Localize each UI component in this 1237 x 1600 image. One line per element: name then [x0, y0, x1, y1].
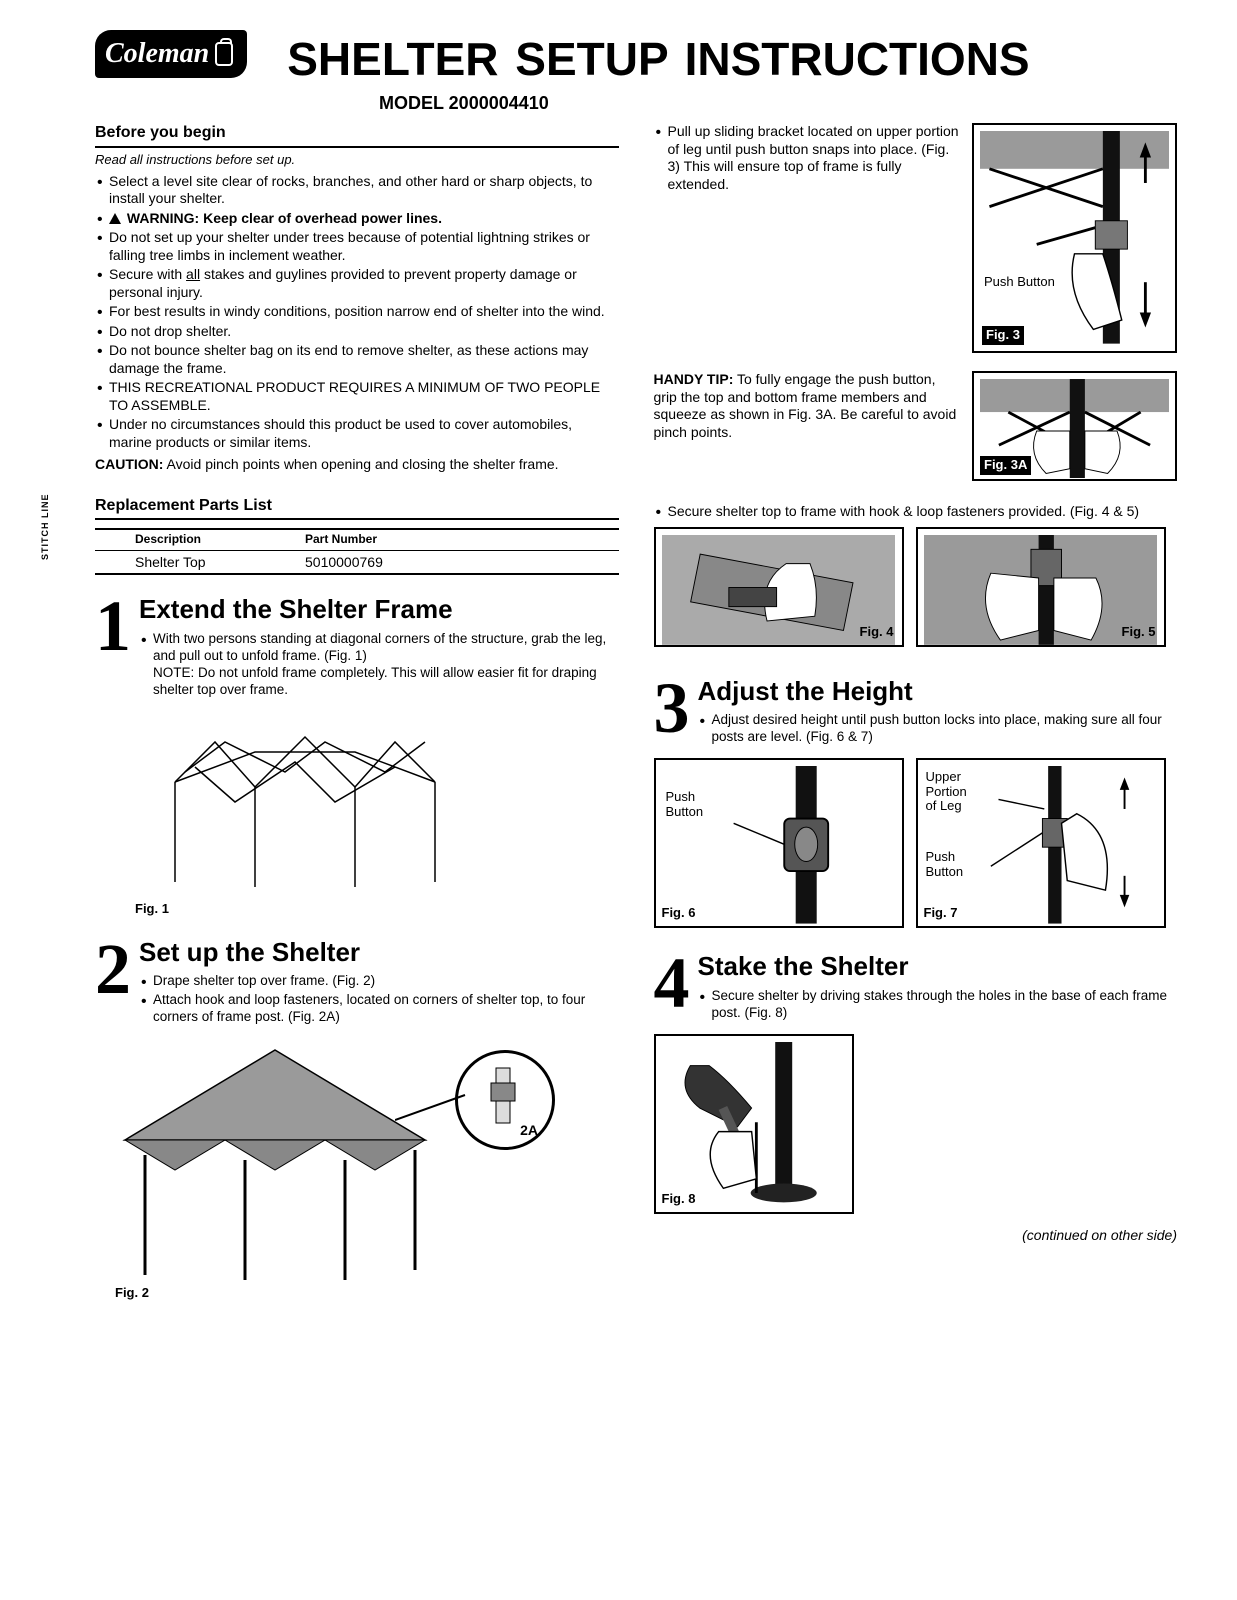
step-number: 2 — [95, 942, 131, 996]
figure-8: Fig. 8 — [654, 1034, 854, 1214]
fig7-upper-label: Upper Portion of Leg — [926, 770, 967, 813]
fig3-label: Fig. 3 — [982, 326, 1024, 345]
lantern-icon — [215, 42, 233, 66]
caution-text: Avoid pinch points when opening and clos… — [163, 456, 558, 472]
table-cell: 5010000769 — [305, 553, 383, 571]
before-bullet: Secure with all stakes and guylines prov… — [109, 266, 619, 301]
fig3-bullet: Pull up sliding bracket located on upper… — [668, 123, 961, 193]
figure-3: Push Button Fig. 3 — [972, 123, 1177, 353]
step-number: 4 — [654, 956, 690, 1010]
caution-label: CAUTION: — [95, 456, 163, 472]
before-bullet: For best results in windy conditions, po… — [109, 303, 619, 321]
step-bullet: Drape shelter top over frame. (Fig. 2) — [153, 973, 619, 990]
secure-bullet: Secure shelter top to frame with hook & … — [668, 503, 1178, 521]
before-heading: Before you begin — [95, 123, 619, 148]
fig3a-label: Fig. 3A — [980, 456, 1031, 475]
step-title: Adjust the Height — [698, 675, 1178, 709]
fig6-push-button-label: Push Button — [666, 790, 704, 819]
parts-table: Description Part Number Shelter Top 5010… — [95, 528, 619, 575]
before-bullet: Under no circumstances should this produ… — [109, 416, 619, 451]
table-col-partnumber: Part Number — [305, 532, 377, 548]
fig8-label: Fig. 8 — [662, 1191, 696, 1208]
right-column: Pull up sliding bracket located on upper… — [654, 123, 1178, 1300]
step-2: 2 Set up the Shelter Drape shelter top o… — [95, 936, 619, 1028]
table-col-description: Description — [135, 532, 305, 548]
step-4: 4 Stake the Shelter Secure shelter by dr… — [654, 950, 1178, 1024]
push-button-label: Push Button — [984, 275, 1055, 289]
header: Coleman SHELTER SETUP INSTRUCTIONS — [95, 30, 1177, 90]
step-3: 3 Adjust the Height Adjust desired heigh… — [654, 675, 1178, 749]
model-number: MODEL 2000004410 — [379, 92, 1177, 115]
table-cell: Shelter Top — [135, 553, 305, 571]
handy-tip-label: HANDY TIP: — [654, 371, 734, 387]
step-title: Extend the Shelter Frame — [139, 593, 619, 627]
page-title: SHELTER SETUP INSTRUCTIONS — [287, 30, 1177, 90]
warning-icon — [109, 213, 121, 224]
step-number: 1 — [95, 599, 131, 653]
stitch-line-label: STITCH LINE — [40, 494, 52, 561]
fig1-caption: Fig. 1 — [135, 901, 619, 918]
figure-2-container: 2A Fig. 2 — [95, 1040, 555, 1300]
warning-line: WARNING: Keep clear of overhead power li… — [109, 210, 619, 228]
fig6-label: Fig. 6 — [662, 905, 696, 922]
fig7-push-button-label: Push Button — [926, 850, 964, 879]
figure-6: Push Button Fig. 6 — [654, 758, 904, 928]
left-column: Before you begin Read all instructions b… — [95, 123, 619, 1300]
brand-logo: Coleman — [95, 30, 247, 78]
step-bullet: Attach hook and loop fasteners, located … — [153, 992, 619, 1026]
step-bullet: Adjust desired height until push button … — [712, 712, 1178, 746]
step-bullet: With two persons standing at diagonal co… — [153, 631, 619, 699]
warning-text: WARNING: Keep clear of overhead power li… — [127, 210, 442, 226]
fig4-label: Fig. 4 — [860, 624, 894, 641]
handy-tip: HANDY TIP: To fully engage the push butt… — [654, 371, 961, 441]
before-bullet: Do not drop shelter. — [109, 323, 619, 341]
before-bullet: Select a level site clear of rocks, bran… — [109, 173, 619, 208]
step-1: 1 Extend the Shelter Frame With two pers… — [95, 593, 619, 700]
fig5-label: Fig. 5 — [1122, 624, 1156, 641]
callout-line — [395, 1090, 475, 1130]
figure-2-illustration — [95, 1040, 465, 1290]
before-bullet: THIS RECREATIONAL PRODUCT REQUIRES A MIN… — [109, 379, 619, 414]
logo-text: Coleman — [105, 36, 209, 72]
figure-4: Fig. 4 — [654, 527, 904, 647]
step-bullet: Secure shelter by driving stakes through… — [712, 988, 1178, 1022]
before-note: Read all instructions before set up. — [95, 152, 619, 169]
continued-note: (continued on other side) — [654, 1226, 1178, 1244]
figure-3a: Fig. 3A — [972, 371, 1177, 481]
figure-5: Fig. 5 — [916, 527, 1166, 647]
parts-heading: Replacement Parts List — [95, 496, 619, 521]
step-title: Stake the Shelter — [698, 950, 1178, 984]
step-number: 3 — [654, 681, 690, 735]
fig2-caption: Fig. 2 — [115, 1285, 149, 1302]
figure-1-illustration — [135, 712, 465, 892]
before-bullet: Do not set up your shelter under trees b… — [109, 229, 619, 264]
step-title: Set up the Shelter — [139, 936, 619, 970]
caution-line: CAUTION: Avoid pinch points when opening… — [95, 455, 619, 473]
figure-7: Upper Portion of Leg Push Button Fig. 7 — [916, 758, 1166, 928]
before-bullet: Do not bounce shelter bag on its end to … — [109, 342, 619, 377]
fig7-label: Fig. 7 — [924, 905, 958, 922]
